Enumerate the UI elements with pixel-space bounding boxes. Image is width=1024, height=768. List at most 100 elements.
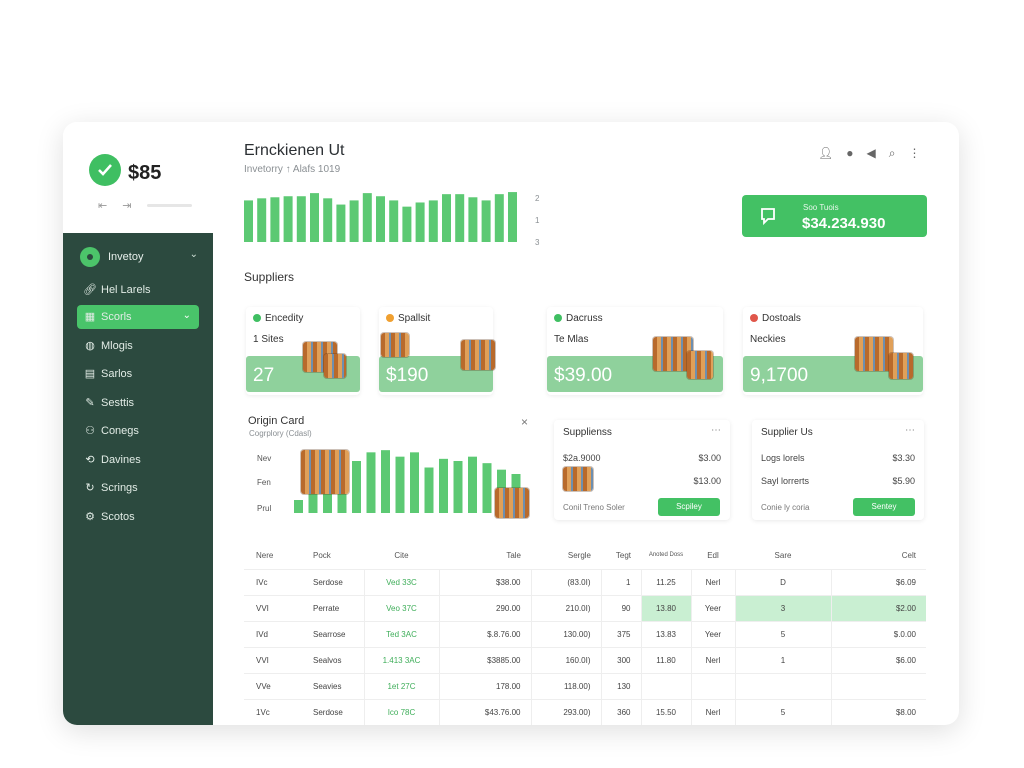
sidebar-item-sesttis[interactable]: ✎ Sesttis [77, 391, 199, 415]
sidebar-item-scrings[interactable]: ↻ Scrings [77, 476, 199, 500]
table-cell: VVe [244, 673, 299, 700]
panel-row-label: Logs lorels [761, 453, 805, 463]
chart-bar [376, 196, 385, 242]
table-row[interactable]: IVc Serdose Ved 33C $38.00 (83.0I) 1 11.25 Nerl… [244, 569, 926, 596]
brand-divider [147, 204, 192, 207]
chart-bar [349, 200, 359, 242]
send-button[interactable]: Sentey [853, 498, 915, 516]
chart-bar [455, 194, 465, 242]
table-cell [640, 673, 691, 700]
sidebar-header[interactable]: Invetoy ⌄ [80, 245, 198, 269]
table-cell: (83.0I) [530, 569, 601, 596]
origin-y-label: Fen [257, 478, 271, 487]
chart-bar [494, 194, 504, 242]
supplier-card[interactable]: Encedity 1 Sites 27 [246, 307, 360, 395]
table-row[interactable]: VVI Perrate Veo 37C 290.00 210.0I) 90 13.80 Yee… [244, 595, 926, 622]
sidebar-item-hel-larels[interactable]: 🔗︎ Hel Larels [77, 278, 199, 302]
column-header[interactable]: Celt [831, 542, 926, 570]
total-card[interactable]: Soo Tuois $34.234.930 [742, 195, 927, 237]
table-cell: Veo 37C [363, 595, 439, 622]
column-header[interactable]: Sergle [531, 542, 601, 570]
table-cell: Ved 33C [363, 569, 439, 596]
column-header[interactable]: Cite [364, 542, 439, 570]
top-toolbar: 👤︎●◀⌕⋮ [818, 146, 933, 161]
more-icon[interactable]: ⋮ [908, 146, 934, 160]
link-icon: 🔗︎ [83, 284, 97, 296]
supplier-value: 27 [253, 365, 275, 386]
table-cell: Serdose [299, 699, 364, 725]
supplier-value: $190 [386, 365, 429, 386]
chart-bar [389, 200, 399, 242]
scale-label: 2 [535, 194, 540, 203]
table-cell: Perrate [299, 595, 364, 622]
supplier-name-row: Dostoals [750, 313, 801, 324]
chart-bar [308, 493, 318, 513]
column-header[interactable]: Anoted Doss [641, 542, 691, 570]
column-header[interactable]: Sare [735, 542, 831, 570]
sidebar-item-scotos[interactable]: ⚙ Scotos [77, 505, 199, 529]
sync-icon: ⟲ [85, 454, 95, 466]
chart-bar [270, 197, 280, 242]
total-value: $34.234.930 [802, 215, 886, 232]
table-row[interactable]: VVI Sealvos 1.413 3AC $3885.00 160.0I) 300 11.… [244, 647, 926, 674]
column-header[interactable]: Pock [299, 542, 364, 570]
crate-image [563, 467, 593, 491]
sidebar-item-conegs[interactable]: ⚇ Conegs [77, 419, 199, 443]
sidebar-item-sarlos[interactable]: ▤ Sarlos [77, 362, 199, 386]
table-cell: 11.80 [640, 647, 691, 674]
panel-row-value: $3.00 [698, 453, 721, 463]
supplier-name: Encedity [265, 313, 304, 324]
box-icon: ▦ [84, 311, 96, 323]
table-cell: D [734, 569, 831, 596]
chart-bar [381, 450, 390, 513]
table-cell: 210.0I) [530, 595, 601, 622]
user-icon[interactable]: 👤︎ [818, 146, 847, 160]
chart-bar [481, 200, 491, 242]
search-icon[interactable]: ⌕ [888, 146, 909, 160]
table-row[interactable]: VVe Seavies 1et 27C 178.00 118.00) 130 [244, 673, 926, 700]
status-dot-icon [554, 314, 562, 322]
more-icon[interactable]: ⋯ [905, 425, 915, 436]
inventory-dot-icon [80, 247, 100, 267]
more-icon[interactable]: ⋯ [711, 425, 721, 436]
sidebar-item-mlogis[interactable]: ◍ Mlogis [77, 334, 199, 358]
table-cell: 90 [600, 595, 641, 622]
crate-image [687, 351, 713, 379]
megaphone-icon[interactable]: ◀ [866, 146, 889, 160]
supplier-card[interactable]: Spallsit $190 [379, 307, 495, 395]
chart-bar [352, 461, 361, 513]
table-cell: 13.80 [640, 595, 691, 622]
supplier-name: Dacruss [566, 313, 603, 324]
table-row[interactable]: IVd Searrose Ted 3AC $.8.76.00 130.00) 375 13.… [244, 621, 926, 648]
info-icon[interactable]: ● [846, 146, 867, 160]
chart-bar [395, 456, 405, 513]
supplier-card[interactable]: Dostoals Neckies 9,1700 [743, 307, 923, 395]
sidebar-item-davines[interactable]: ⟲ Davines [77, 448, 199, 472]
chart-bar [336, 204, 346, 242]
chart-bar [453, 461, 463, 513]
table-cell: Yeer [690, 621, 735, 648]
table-cell: 15.50 [640, 699, 691, 725]
column-header[interactable]: Tale [439, 542, 531, 570]
column-header[interactable]: Tegt [601, 542, 641, 570]
nav-arrows-icon[interactable]: ⇤ ⇥ [98, 200, 138, 212]
column-header[interactable]: Edl [691, 542, 735, 570]
table-cell: Serdose [299, 569, 364, 596]
table-cell: 160.0I) [530, 647, 601, 674]
close-icon[interactable]: × [521, 415, 529, 429]
sidebar-item-scorls[interactable]: ▦ Scorls ⌄ [77, 305, 199, 329]
panel-row-value: $13.00 [693, 476, 721, 486]
sidebar-item-label: Sesttis [101, 397, 135, 409]
column-header[interactable]: Nere [244, 542, 299, 570]
supplier-card[interactable]: Dacruss Te Mlas $39.00 [547, 307, 723, 395]
total-label: Soo Tuois [803, 203, 839, 212]
chart-bar [442, 194, 451, 242]
origin-y-label: Nev [257, 454, 272, 463]
table-cell: Ico 78C [363, 699, 439, 725]
chart-bar [283, 196, 293, 242]
supply-button[interactable]: Scpiley [658, 498, 720, 516]
table-row[interactable]: 1Vc Serdose Ico 78C $43.76.00 293.00) 360 15.5… [244, 699, 926, 725]
table-cell: 293.00) [530, 699, 601, 725]
table-body: IVc Serdose Ved 33C $38.00 (83.0I) 1 11.25 Nerl… [244, 569, 926, 725]
table-cell: 5 [734, 621, 831, 648]
